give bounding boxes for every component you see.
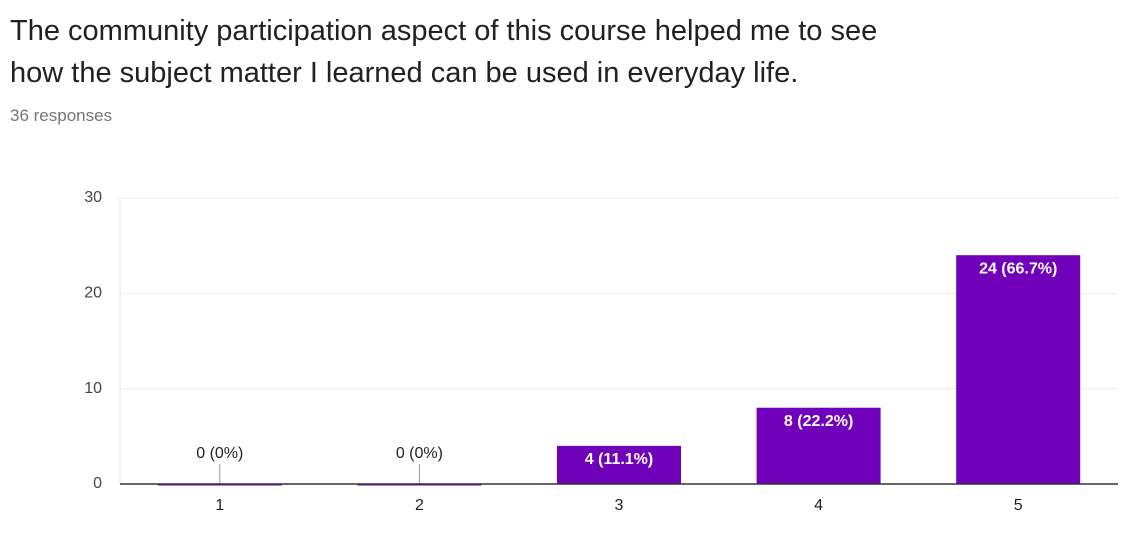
title-line: how the subject matter I learned can be … bbox=[10, 57, 799, 89]
bar bbox=[557, 445, 681, 484]
y-tick-label: 10 bbox=[84, 380, 102, 397]
value-label: 0 (0%) bbox=[196, 445, 243, 462]
value-label: 24 (66.7%) bbox=[979, 260, 1057, 277]
title-line: The community participation aspect of th… bbox=[10, 15, 878, 47]
bar bbox=[956, 255, 1081, 484]
chart-title: The community participation aspect of th… bbox=[10, 10, 877, 94]
value-label: 4 (11.1%) bbox=[585, 451, 653, 468]
x-tick-label: 2 bbox=[415, 497, 424, 514]
x-tick-label: 1 bbox=[215, 497, 224, 514]
y-tick-label: 20 bbox=[84, 285, 102, 302]
subtitle: 36 responses bbox=[10, 106, 113, 125]
value-label: 0 (0%) bbox=[396, 445, 443, 462]
bar bbox=[756, 407, 881, 484]
value-label: 8 (22.2%) bbox=[784, 413, 853, 430]
x-tick-label: 4 bbox=[814, 497, 823, 514]
x-tick-label: 5 bbox=[1014, 497, 1023, 514]
x-tick-label: 3 bbox=[615, 497, 624, 514]
y-tick-label: 0 bbox=[93, 475, 102, 492]
y-tick-label: 30 bbox=[84, 189, 102, 206]
